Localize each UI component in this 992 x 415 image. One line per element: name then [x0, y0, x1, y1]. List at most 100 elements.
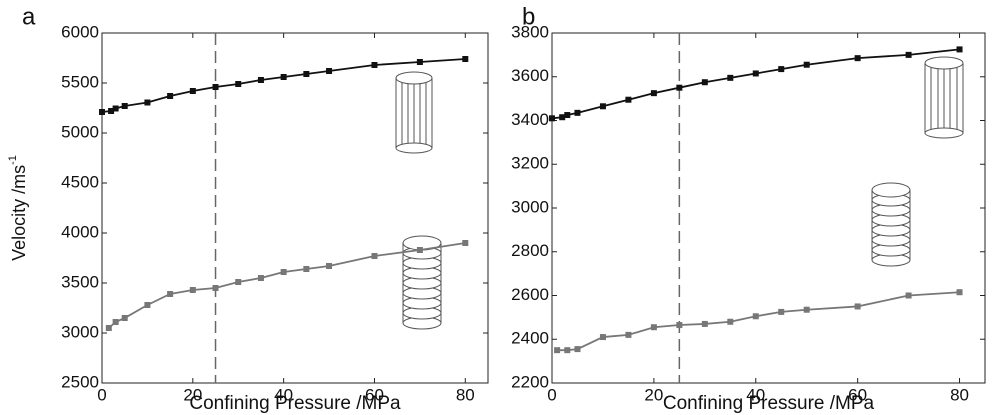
x-tick-label: 20 [644, 385, 663, 404]
data-point [144, 99, 151, 106]
panel-label: a [22, 3, 36, 30]
data-point [121, 103, 128, 109]
series-line [551, 48, 960, 120]
plot-frame [101, 32, 489, 384]
data-point [257, 77, 264, 83]
data-point [144, 302, 151, 308]
x-tick-label: 0 [97, 385, 106, 404]
cylinder-icon-vertical [924, 56, 964, 139]
y-axis-label-sup: -1 [7, 155, 19, 165]
data-point [371, 62, 378, 68]
y-tick-label: 2500 [61, 372, 99, 391]
data-point [854, 303, 861, 310]
data-point [727, 318, 734, 325]
data-point [554, 347, 561, 354]
data-point [650, 90, 657, 97]
y-tick-label: 3000 [61, 322, 99, 341]
data-point [212, 84, 219, 90]
data-point [701, 320, 708, 327]
x-tick-label: 0 [547, 385, 556, 404]
data-point [303, 71, 310, 77]
x-tick-label: 40 [746, 385, 765, 404]
data-point [416, 247, 423, 253]
panel-label: b [522, 3, 535, 30]
data-point [956, 289, 963, 296]
data-point [167, 93, 174, 99]
data-point [326, 68, 333, 74]
data-point [650, 324, 657, 331]
x-tick-label: 40 [274, 385, 293, 404]
y-tick-label: 2600 [511, 285, 549, 304]
data-point [112, 319, 119, 325]
cylinder-icon-vertical [395, 71, 433, 154]
y-tick-label: 2800 [511, 241, 549, 260]
y-tick-label: 6000 [61, 22, 99, 41]
data-point [280, 74, 287, 80]
data-point [167, 291, 174, 297]
y-tick-label: 3400 [511, 110, 549, 129]
data-point [854, 55, 861, 62]
y-tick-label: 3200 [511, 154, 549, 173]
data-point [549, 115, 555, 122]
data-point [559, 114, 566, 121]
data-point [752, 313, 759, 320]
x-axis-label: Confining Pressure /MPa [663, 393, 875, 414]
y-tick-label: 2400 [511, 329, 549, 348]
data-point [189, 287, 196, 293]
y-tick-label: 4000 [61, 222, 99, 241]
y-tick-label: 4500 [61, 172, 99, 191]
data-point [574, 109, 581, 116]
data-point [778, 308, 785, 315]
data-point [462, 240, 469, 246]
data-point [371, 253, 378, 259]
data-point [599, 334, 606, 341]
series-line [101, 58, 466, 113]
cylinder-icon-layered [402, 235, 442, 330]
data-point [235, 279, 242, 285]
data-point [257, 275, 264, 281]
x-axis-label: Confining Pressure /MPa [189, 393, 401, 414]
data-point [727, 74, 734, 81]
y-tick-label: 3000 [511, 197, 549, 216]
data-point [625, 331, 632, 338]
data-point [803, 61, 810, 68]
data-point [803, 306, 810, 313]
y-tick-label: 3500 [61, 272, 99, 291]
data-point [574, 346, 581, 353]
data-point [701, 79, 708, 86]
data-point [905, 51, 912, 58]
data-point [105, 325, 112, 331]
data-point [112, 105, 119, 112]
data-point [956, 46, 963, 53]
data-point [676, 84, 683, 91]
data-point [462, 56, 469, 62]
y-axis-label-text: Velocity /ms [9, 165, 29, 261]
data-point [99, 109, 105, 115]
data-point [416, 59, 423, 65]
data-point [280, 269, 287, 275]
data-point [564, 112, 571, 119]
data-point [625, 96, 632, 103]
y-tick-label: 2200 [511, 372, 549, 391]
data-point [326, 263, 333, 269]
data-point [778, 66, 785, 73]
x-tick-label: 60 [365, 385, 384, 404]
y-tick-label: 5000 [61, 122, 99, 141]
data-point [108, 108, 115, 114]
series-line [557, 291, 960, 352]
data-point [235, 81, 242, 87]
x-tick-label: 80 [456, 385, 475, 404]
data-point [752, 70, 759, 77]
data-point [303, 266, 310, 272]
y-tick-label: 3600 [511, 66, 549, 85]
data-point [564, 347, 571, 354]
y-tick-label: 3800 [511, 22, 549, 41]
data-point [189, 88, 196, 94]
data-point [905, 292, 912, 299]
x-tick-label: 60 [848, 385, 867, 404]
x-tick-label: 80 [950, 385, 969, 404]
y-axis-label: Velocity /ms-1 [7, 155, 29, 261]
data-point [676, 322, 683, 329]
data-point [212, 285, 219, 291]
